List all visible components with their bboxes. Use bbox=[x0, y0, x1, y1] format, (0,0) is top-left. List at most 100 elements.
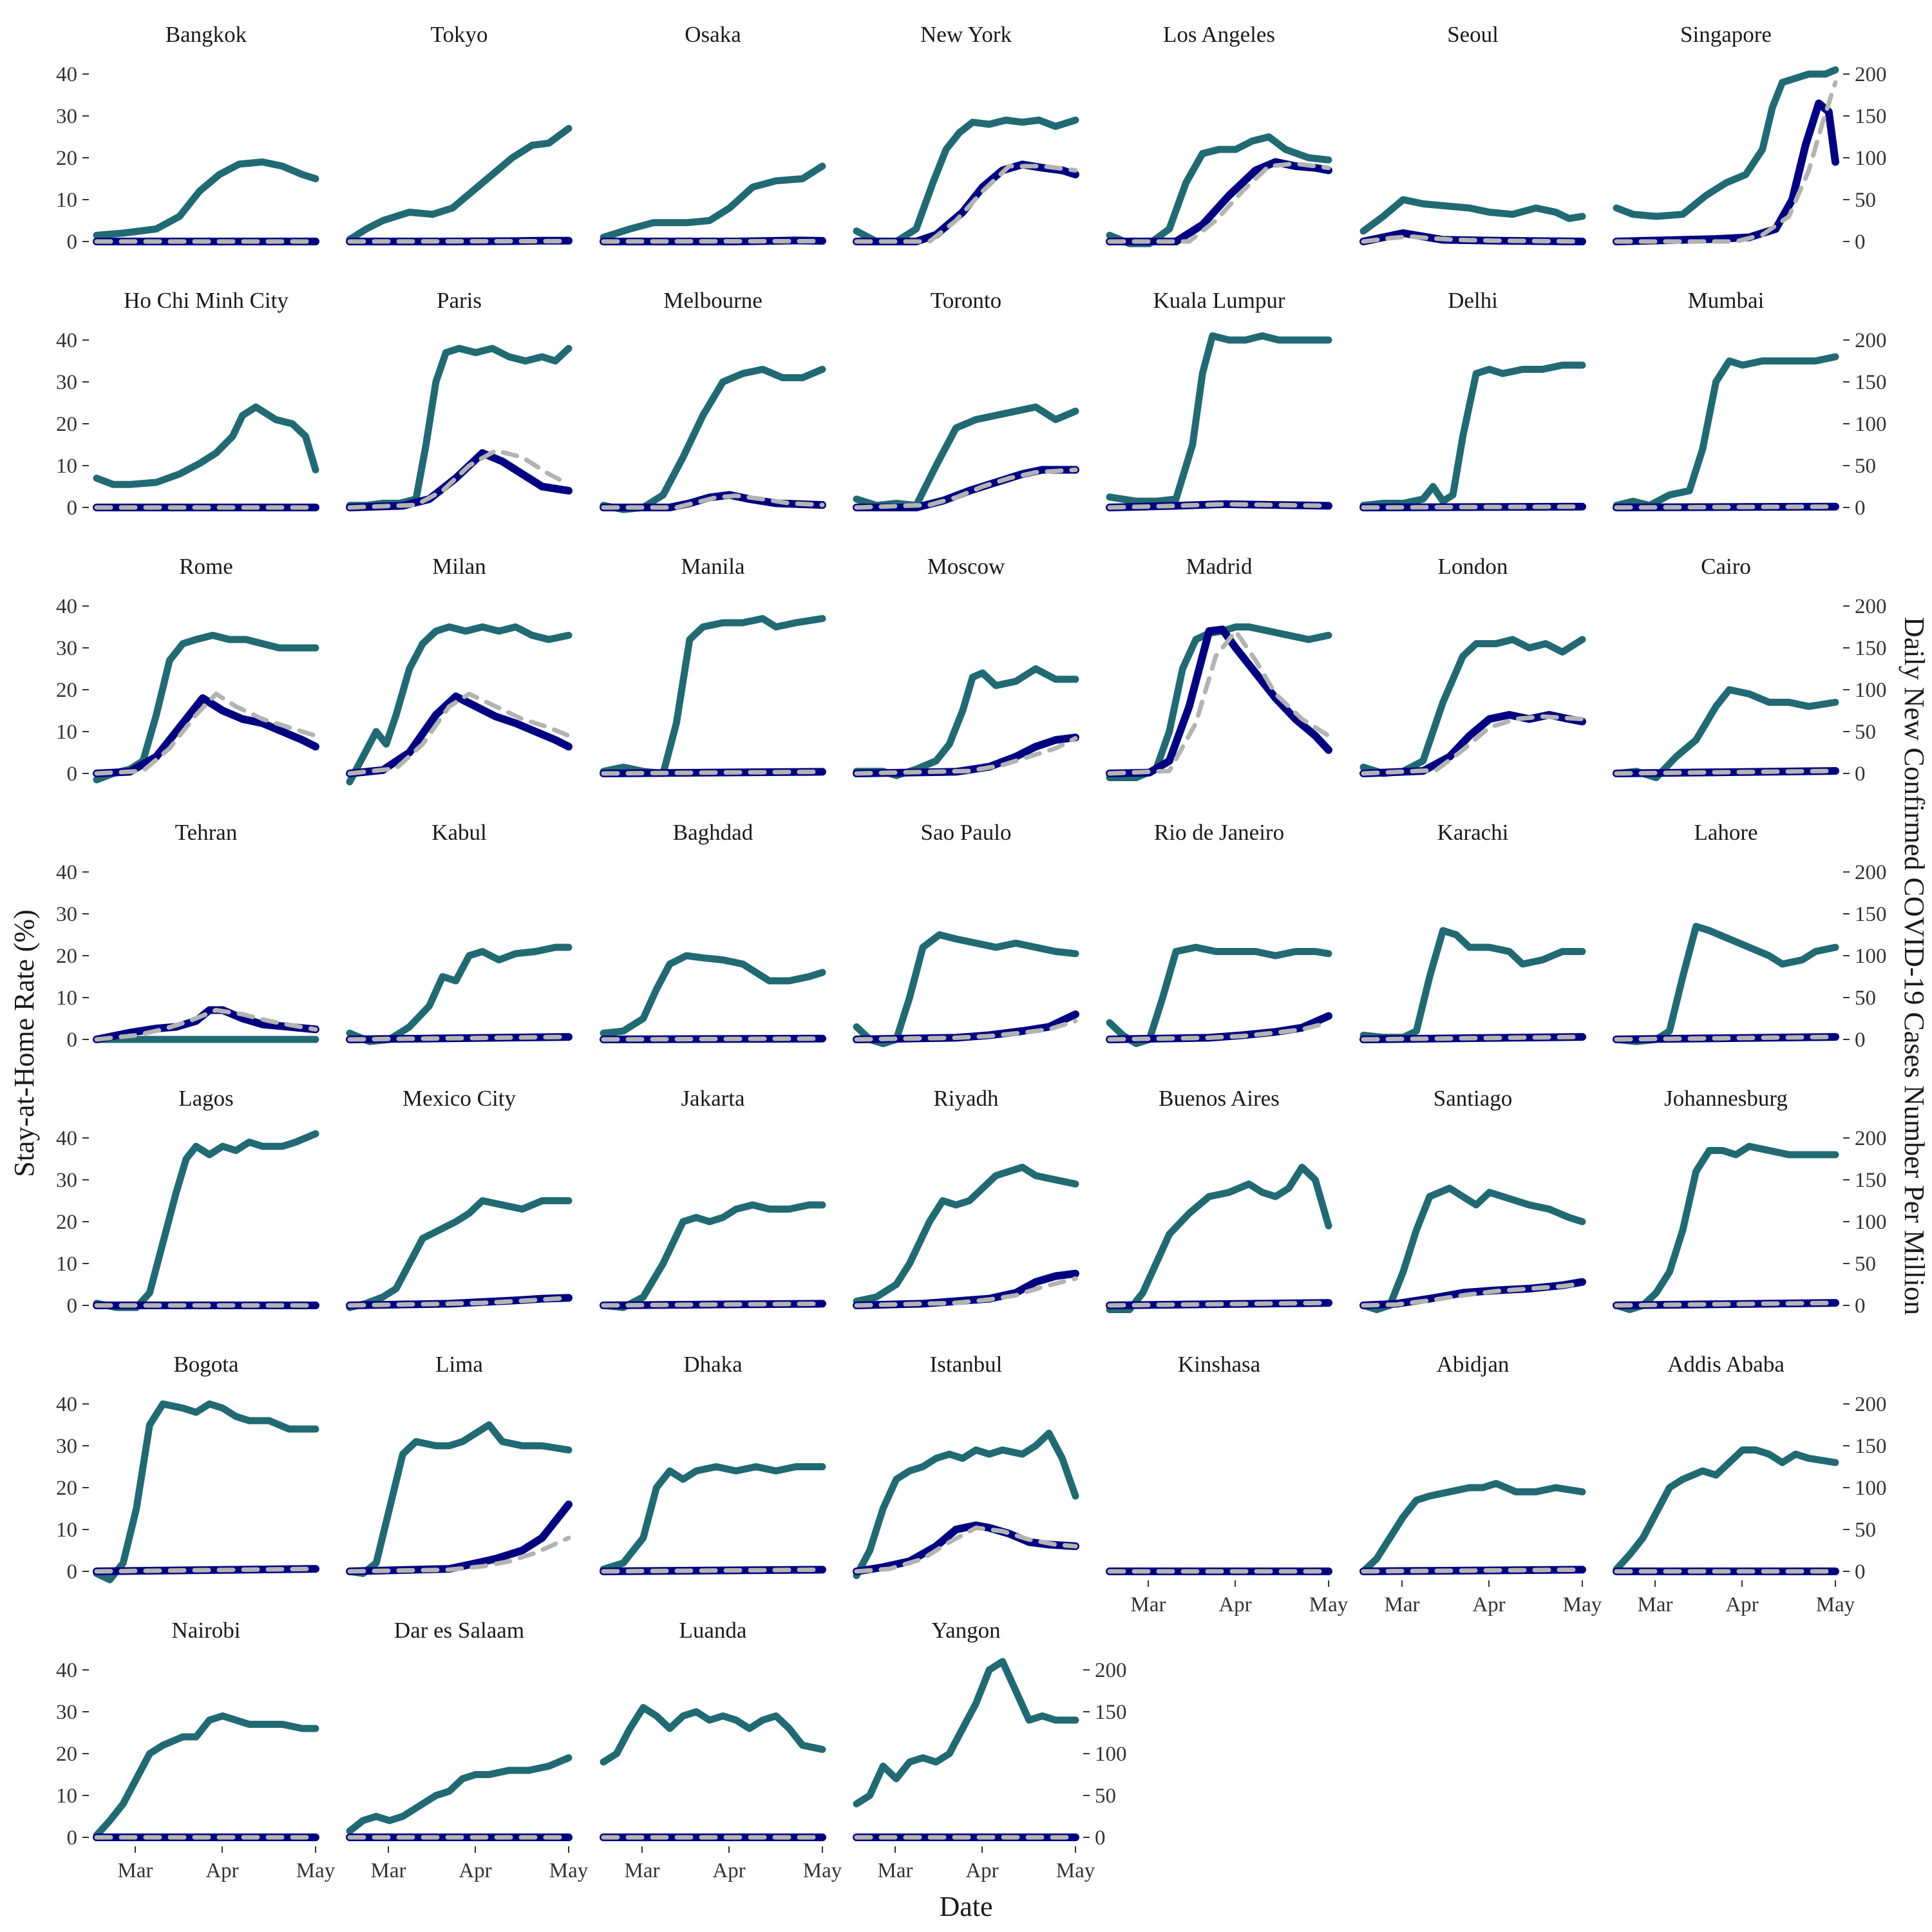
y-left-tick-label: 20 bbox=[56, 1743, 77, 1766]
panel-santiago: Santiago bbox=[1359, 1086, 1586, 1313]
panel-title: Moscow bbox=[927, 554, 1005, 579]
panel-title: Mexico City bbox=[402, 1086, 516, 1111]
panel-riyadh: Riyadh bbox=[853, 1086, 1079, 1309]
fitted-cases-line bbox=[601, 493, 825, 510]
panel-moscow: Moscow bbox=[853, 554, 1079, 779]
panel-osaka: Osaka bbox=[600, 22, 826, 245]
stay-at-home-line bbox=[600, 1201, 826, 1311]
y-left-tick-label: 0 bbox=[67, 1294, 78, 1318]
y-left-tick-label: 0 bbox=[67, 1028, 78, 1052]
stay-at-home-line bbox=[1613, 686, 1839, 781]
y-right-tick-label: 0 bbox=[1855, 1294, 1866, 1318]
panel-title: Kuala Lumpur bbox=[1153, 288, 1285, 313]
panel-bangkok: Bangkok 0 10 20 30 40 bbox=[56, 22, 319, 254]
stay-at-home-line bbox=[853, 1658, 1079, 1808]
panel-johannesburg: Johannesburg 0 50 100 150 200 bbox=[1613, 1086, 1887, 1318]
panel-ho-chi-minh-city: Ho Chi Minh City 0 10 20 30 40 bbox=[56, 288, 319, 520]
stay-at-home-line bbox=[1106, 133, 1332, 247]
panel-tehran: Tehran 0 10 20 30 40 bbox=[56, 820, 319, 1052]
y-right-tick-label: 150 bbox=[1855, 637, 1887, 660]
panel-title: Osaka bbox=[685, 22, 741, 47]
stay-at-home-line bbox=[1106, 943, 1332, 1047]
y-left-tick-label: 40 bbox=[56, 595, 77, 618]
fitted-cases-line bbox=[347, 1535, 571, 1574]
panel-manila: Manila bbox=[600, 554, 826, 777]
panel-title: Nairobi bbox=[172, 1618, 241, 1643]
fitted-cases-line bbox=[1614, 1034, 1838, 1042]
fitted-cases-line bbox=[1361, 234, 1585, 244]
cases-line bbox=[93, 1006, 319, 1043]
y-right-tick-label: 150 bbox=[1855, 1169, 1887, 1192]
panel-paris: Paris bbox=[346, 288, 573, 511]
y-right-tick-label: 100 bbox=[1855, 1211, 1887, 1234]
panel-karachi: Karachi bbox=[1359, 820, 1586, 1043]
x-tick-label: Apr bbox=[205, 1859, 238, 1882]
panel-lima: Lima bbox=[346, 1352, 573, 1577]
y-left-tick-label: 30 bbox=[56, 1435, 77, 1458]
cases-line bbox=[853, 1521, 1079, 1575]
panel-kinshasa: Kinshasa Mar Apr May bbox=[1106, 1352, 1349, 1616]
panel-addis-ababa: Addis Ababa 0 50 100 150 200 Mar Apr May bbox=[1613, 1352, 1887, 1616]
panels-layer: Bangkok 0 10 20 30 40 Tokyo Osaka New York Los An… bbox=[56, 22, 1887, 1882]
cases-line bbox=[1359, 711, 1586, 777]
stay-at-home-line bbox=[600, 162, 826, 241]
y-left-tick-label: 0 bbox=[67, 1826, 78, 1850]
stay-at-home-line bbox=[853, 931, 1079, 1047]
y-right-tick-label: 0 bbox=[1855, 1560, 1866, 1584]
y-left-tick-label: 10 bbox=[56, 721, 77, 744]
y-right-tick-label: 200 bbox=[1855, 595, 1887, 618]
y-right-tick-label: 100 bbox=[1095, 1743, 1127, 1766]
cases-line bbox=[853, 734, 1079, 777]
panel-title: Santiago bbox=[1434, 1086, 1512, 1111]
stay-at-home-line bbox=[600, 1463, 826, 1573]
panel-title: Ho Chi Minh City bbox=[124, 288, 289, 313]
y-left-tick-label: 40 bbox=[56, 329, 77, 352]
cases-line bbox=[1106, 625, 1332, 777]
stay-at-home-line bbox=[600, 615, 826, 777]
x-tick-label: Apr bbox=[1218, 1593, 1251, 1616]
x-tick-label: May bbox=[296, 1859, 336, 1882]
y-right-tick-label: 200 bbox=[1855, 861, 1887, 884]
y-right-tick-label: 150 bbox=[1855, 1435, 1887, 1458]
y-left-tick-label: 40 bbox=[56, 63, 77, 86]
panel-mumbai: Mumbai 0 50 100 150 200 bbox=[1613, 288, 1887, 520]
x-tick-label: May bbox=[549, 1859, 589, 1882]
stay-at-home-line bbox=[600, 366, 826, 513]
stay-at-home-line bbox=[1106, 1164, 1332, 1313]
panel-sao-paulo: Sao Paulo bbox=[853, 820, 1079, 1047]
stay-at-home-line bbox=[853, 665, 1079, 779]
y-right-tick-label: 50 bbox=[1855, 721, 1876, 744]
x-tick-label: Mar bbox=[371, 1859, 406, 1882]
y-right-tick-label: 100 bbox=[1855, 945, 1887, 968]
fitted-cases-line bbox=[347, 448, 571, 510]
fitted-cases-line bbox=[854, 164, 1078, 244]
panel-melbourne: Melbourne bbox=[600, 288, 826, 513]
y-left-tick-label: 10 bbox=[56, 1519, 77, 1542]
fitted-cases-line bbox=[601, 769, 825, 776]
y-left-tick-label: 40 bbox=[56, 1127, 77, 1150]
fitted-cases-line bbox=[1361, 1281, 1585, 1308]
fitted-cases-line bbox=[854, 1276, 1078, 1308]
fitted-cases-line bbox=[347, 238, 571, 244]
x-tick-label: May bbox=[1056, 1859, 1095, 1882]
panel-title: Delhi bbox=[1448, 288, 1498, 313]
stay-at-home-line bbox=[1359, 1480, 1586, 1575]
fitted-cases-line bbox=[1614, 80, 1838, 244]
y-right-tick-label: 200 bbox=[1855, 1127, 1887, 1150]
y-left-tick-label: 0 bbox=[67, 1560, 78, 1584]
stay-at-home-line bbox=[1106, 332, 1332, 505]
y-right-tick-label: 100 bbox=[1855, 679, 1887, 702]
panel-title: Singapore bbox=[1680, 22, 1772, 47]
panel-rome: Rome 0 10 20 30 40 bbox=[56, 554, 319, 786]
y-right-tick-label: 150 bbox=[1095, 1701, 1127, 1724]
fitted-cases-line bbox=[601, 238, 825, 244]
panel-title: Lagos bbox=[178, 1086, 234, 1111]
fitted-cases-line bbox=[1361, 714, 1585, 776]
panel-title: Jakarta bbox=[681, 1086, 745, 1111]
panel-title: Bogota bbox=[173, 1352, 239, 1377]
panel-title: Addis Ababa bbox=[1667, 1352, 1785, 1377]
stay-at-home-line bbox=[93, 1712, 319, 1839]
y-left-tick-label: 30 bbox=[56, 105, 77, 128]
stay-at-home-line bbox=[93, 158, 319, 239]
y-left-tick-label: 0 bbox=[67, 497, 78, 520]
